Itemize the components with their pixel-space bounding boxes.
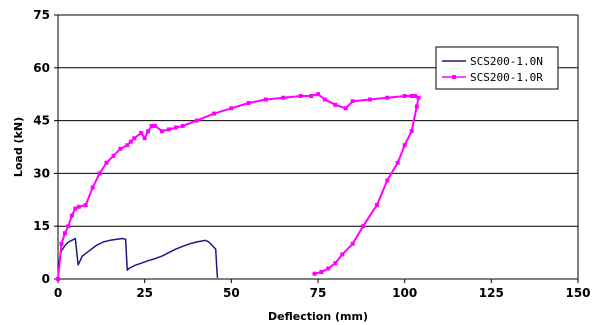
- y-tick-label-0: 0: [42, 272, 50, 286]
- data-point-scs200-1-0r: [385, 95, 390, 100]
- axes: 0 15 30 45 60 75 0 25 50 75 100 125 150: [33, 8, 590, 300]
- data-point-scs200-1-0r: [264, 97, 268, 102]
- legend-box: [435, 46, 559, 90]
- x-tick-label-100: 100: [392, 286, 417, 300]
- legend-label-scs200-1-0r: SCS200-1.0R: [470, 71, 543, 84]
- data-point-scs200-1-0r: [111, 153, 116, 158]
- data-point-scs200-1-0r: [153, 123, 158, 128]
- y-tick-label-60: 60: [33, 61, 50, 75]
- data-point-scs200-1-0r: [368, 97, 372, 102]
- data-point-scs200-1-0r: [409, 94, 414, 98]
- data-point-scs200-1-0r: [128, 139, 133, 144]
- data-point-scs200-1-0r: [90, 185, 95, 190]
- data-point-scs200-1-0r: [97, 171, 102, 176]
- data-point-scs200-1-0r: [350, 241, 355, 246]
- data-point-scs200-1-0r: [173, 125, 178, 130]
- data-point-scs200-1-0r: [56, 277, 60, 281]
- data-point-scs200-1-0r: [229, 106, 234, 111]
- legend-marker-scs200-1-0r: [452, 75, 456, 79]
- y-tick-label-75: 75: [33, 8, 50, 22]
- data-point-scs200-1-0r: [69, 213, 74, 218]
- data-point-scs200-1-0r: [402, 94, 407, 98]
- data-point-scs200-1-0r: [333, 261, 338, 266]
- legend: SCS200-1.0N SCS200-1.0R: [435, 46, 559, 90]
- x-axis-title: Deflection (mm): [268, 310, 368, 323]
- x-tick-label-50: 50: [223, 286, 240, 300]
- data-point-scs200-1-0r: [343, 106, 348, 111]
- data-point-scs200-1-0r: [340, 252, 345, 257]
- data-point-scs200-1-0r: [374, 203, 379, 208]
- data-point-scs200-1-0r: [194, 118, 199, 123]
- data-point-scs200-1-0r: [333, 102, 338, 107]
- data-point-scs200-1-0r: [416, 95, 421, 100]
- x-tick-label-25: 25: [136, 286, 153, 300]
- data-point-scs200-1-0r: [132, 136, 137, 141]
- data-point-scs200-1-0r: [125, 143, 130, 148]
- data-point-scs200-1-0r: [166, 127, 171, 132]
- data-point-scs200-1-0r: [395, 160, 400, 165]
- series-line-scs200-1-0n: [57, 237, 219, 280]
- data-point-scs200-1-0r: [281, 95, 286, 100]
- data-point-scs200-1-0r: [149, 123, 154, 128]
- data-point-scs200-1-0r: [312, 271, 317, 276]
- data-point-scs200-1-0r: [414, 104, 419, 109]
- data-point-scs200-1-0r: [385, 178, 390, 183]
- data-point-scs200-1-0r: [402, 143, 407, 148]
- data-point-scs200-1-0r: [62, 231, 67, 236]
- x-tick-label-75: 75: [310, 286, 327, 300]
- data-point-scs200-1-0r: [59, 241, 64, 246]
- data-point-scs200-1-0r: [319, 270, 324, 274]
- data-point-scs200-1-0r: [73, 206, 78, 211]
- data-point-scs200-1-0r: [104, 160, 109, 165]
- data-point-scs200-1-0r: [160, 129, 164, 134]
- data-point-scs200-1-0r: [322, 97, 327, 102]
- data-point-scs200-1-0r: [298, 94, 303, 98]
- y-tick-label-30: 30: [33, 166, 50, 180]
- legend-label-scs200-1-0n: SCS200-1.0N: [470, 55, 543, 68]
- grid-lines: [58, 67, 578, 227]
- x-tick-label-0: 0: [54, 286, 62, 300]
- data-point-scs200-1-0r: [409, 129, 414, 134]
- x-tick-label-125: 125: [479, 286, 504, 300]
- data-point-scs200-1-0r: [326, 266, 331, 271]
- y-tick-label-15: 15: [33, 219, 50, 233]
- x-tick-label-150: 150: [565, 286, 590, 300]
- data-point-scs200-1-0r: [316, 92, 320, 97]
- data-point-scs200-1-0r: [212, 111, 216, 116]
- data-point-scs200-1-0r: [413, 94, 418, 98]
- data-point-scs200-1-0r: [118, 146, 123, 151]
- data-point-scs200-1-0r: [139, 130, 144, 135]
- data-point-scs200-1-0r: [146, 129, 151, 134]
- data-point-scs200-1-0r: [361, 224, 366, 229]
- data-point-scs200-1-0r: [246, 101, 251, 105]
- data-point-scs200-1-0r: [142, 136, 147, 141]
- y-tick-label-45: 45: [33, 114, 50, 128]
- y-axis-title: Load (kN): [12, 117, 25, 177]
- data-point-scs200-1-0r: [83, 203, 88, 208]
- data-point-scs200-1-0r: [66, 224, 71, 229]
- data-point-scs200-1-0r: [309, 94, 314, 98]
- data-point-scs200-1-0r: [350, 99, 355, 104]
- series-layer: [56, 92, 421, 281]
- data-point-scs200-1-0r: [180, 123, 185, 128]
- data-point-scs200-1-0r: [76, 204, 81, 209]
